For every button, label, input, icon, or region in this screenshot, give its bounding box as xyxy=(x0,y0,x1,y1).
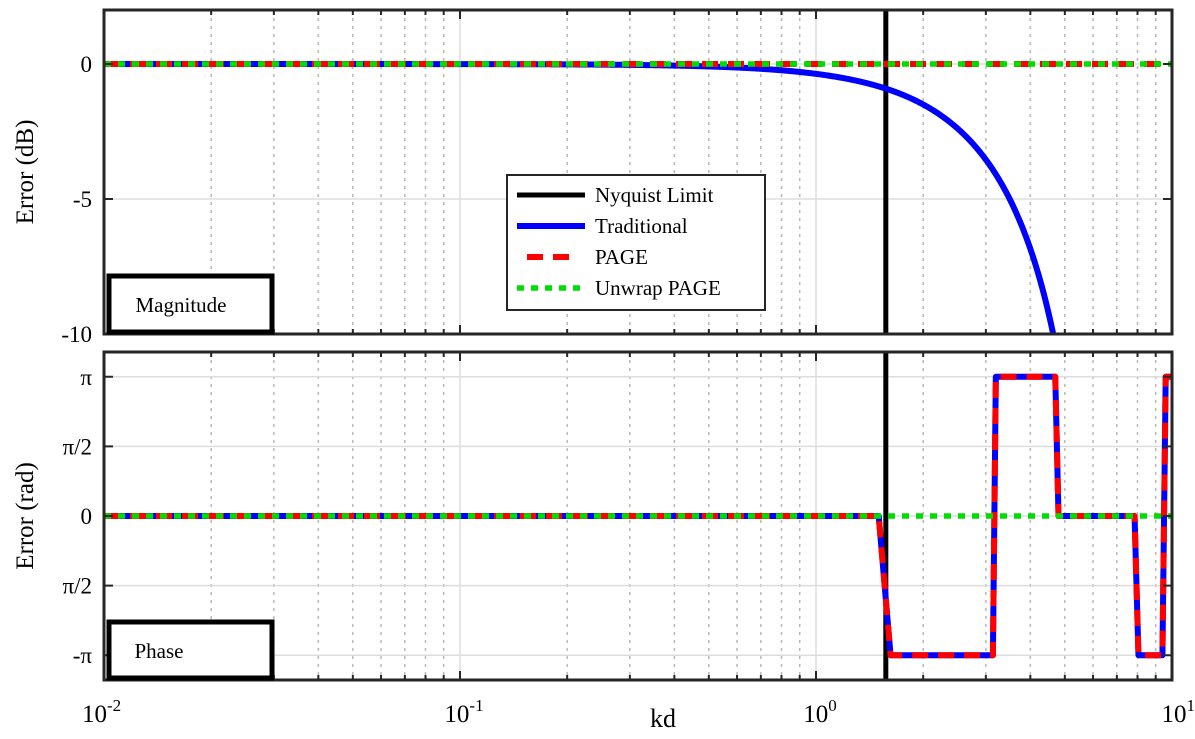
y-tick-label: -5 xyxy=(73,187,92,212)
legend-label: Unwrap PAGE xyxy=(595,276,721,300)
panel-label-box xyxy=(109,622,272,678)
panel-magnitude: 0 -5 -10 Error (dB) Magnitude Nyquist Limit Tr… xyxy=(12,10,1172,415)
y-tick-label: -10 xyxy=(61,322,92,347)
x-tick-base: 10 xyxy=(803,701,828,728)
x-tick-base: 10 xyxy=(82,701,107,728)
panel-label: Phase xyxy=(135,639,184,663)
x-tick-label: 100 xyxy=(803,696,837,728)
y-tick-label: 0 xyxy=(81,52,93,77)
y-axis-label: Error (rad) xyxy=(12,462,39,570)
x-tick-exponent: 1 xyxy=(1187,696,1195,715)
x-tick-exponent: -2 xyxy=(107,696,121,715)
y-tick-label: -π xyxy=(73,643,93,668)
legend-label: Traditional xyxy=(595,214,688,238)
x-axis-label: kd xyxy=(650,704,676,733)
y-tick-label: 0 xyxy=(81,504,93,529)
legend-label: Nyquist Limit xyxy=(595,183,714,207)
x-tick-label: 101 xyxy=(1162,696,1195,728)
x-tick-base: 10 xyxy=(1162,701,1187,728)
y-tick-label: π xyxy=(80,365,92,390)
panel-label: Magnitude xyxy=(136,293,227,317)
x-tick-label: 10-2 xyxy=(82,696,121,728)
x-tick-exponent: -1 xyxy=(469,696,483,715)
y-axis-label: Error (dB) xyxy=(12,120,39,225)
x-tick-base: 10 xyxy=(444,701,469,728)
x-tick-exponent: 0 xyxy=(828,696,837,715)
y-tick-label: π/2 xyxy=(62,434,92,459)
x-tick-label: 10-1 xyxy=(444,696,483,728)
legend-label: PAGE xyxy=(595,245,648,269)
y-tick-label: π/2 xyxy=(62,574,92,599)
